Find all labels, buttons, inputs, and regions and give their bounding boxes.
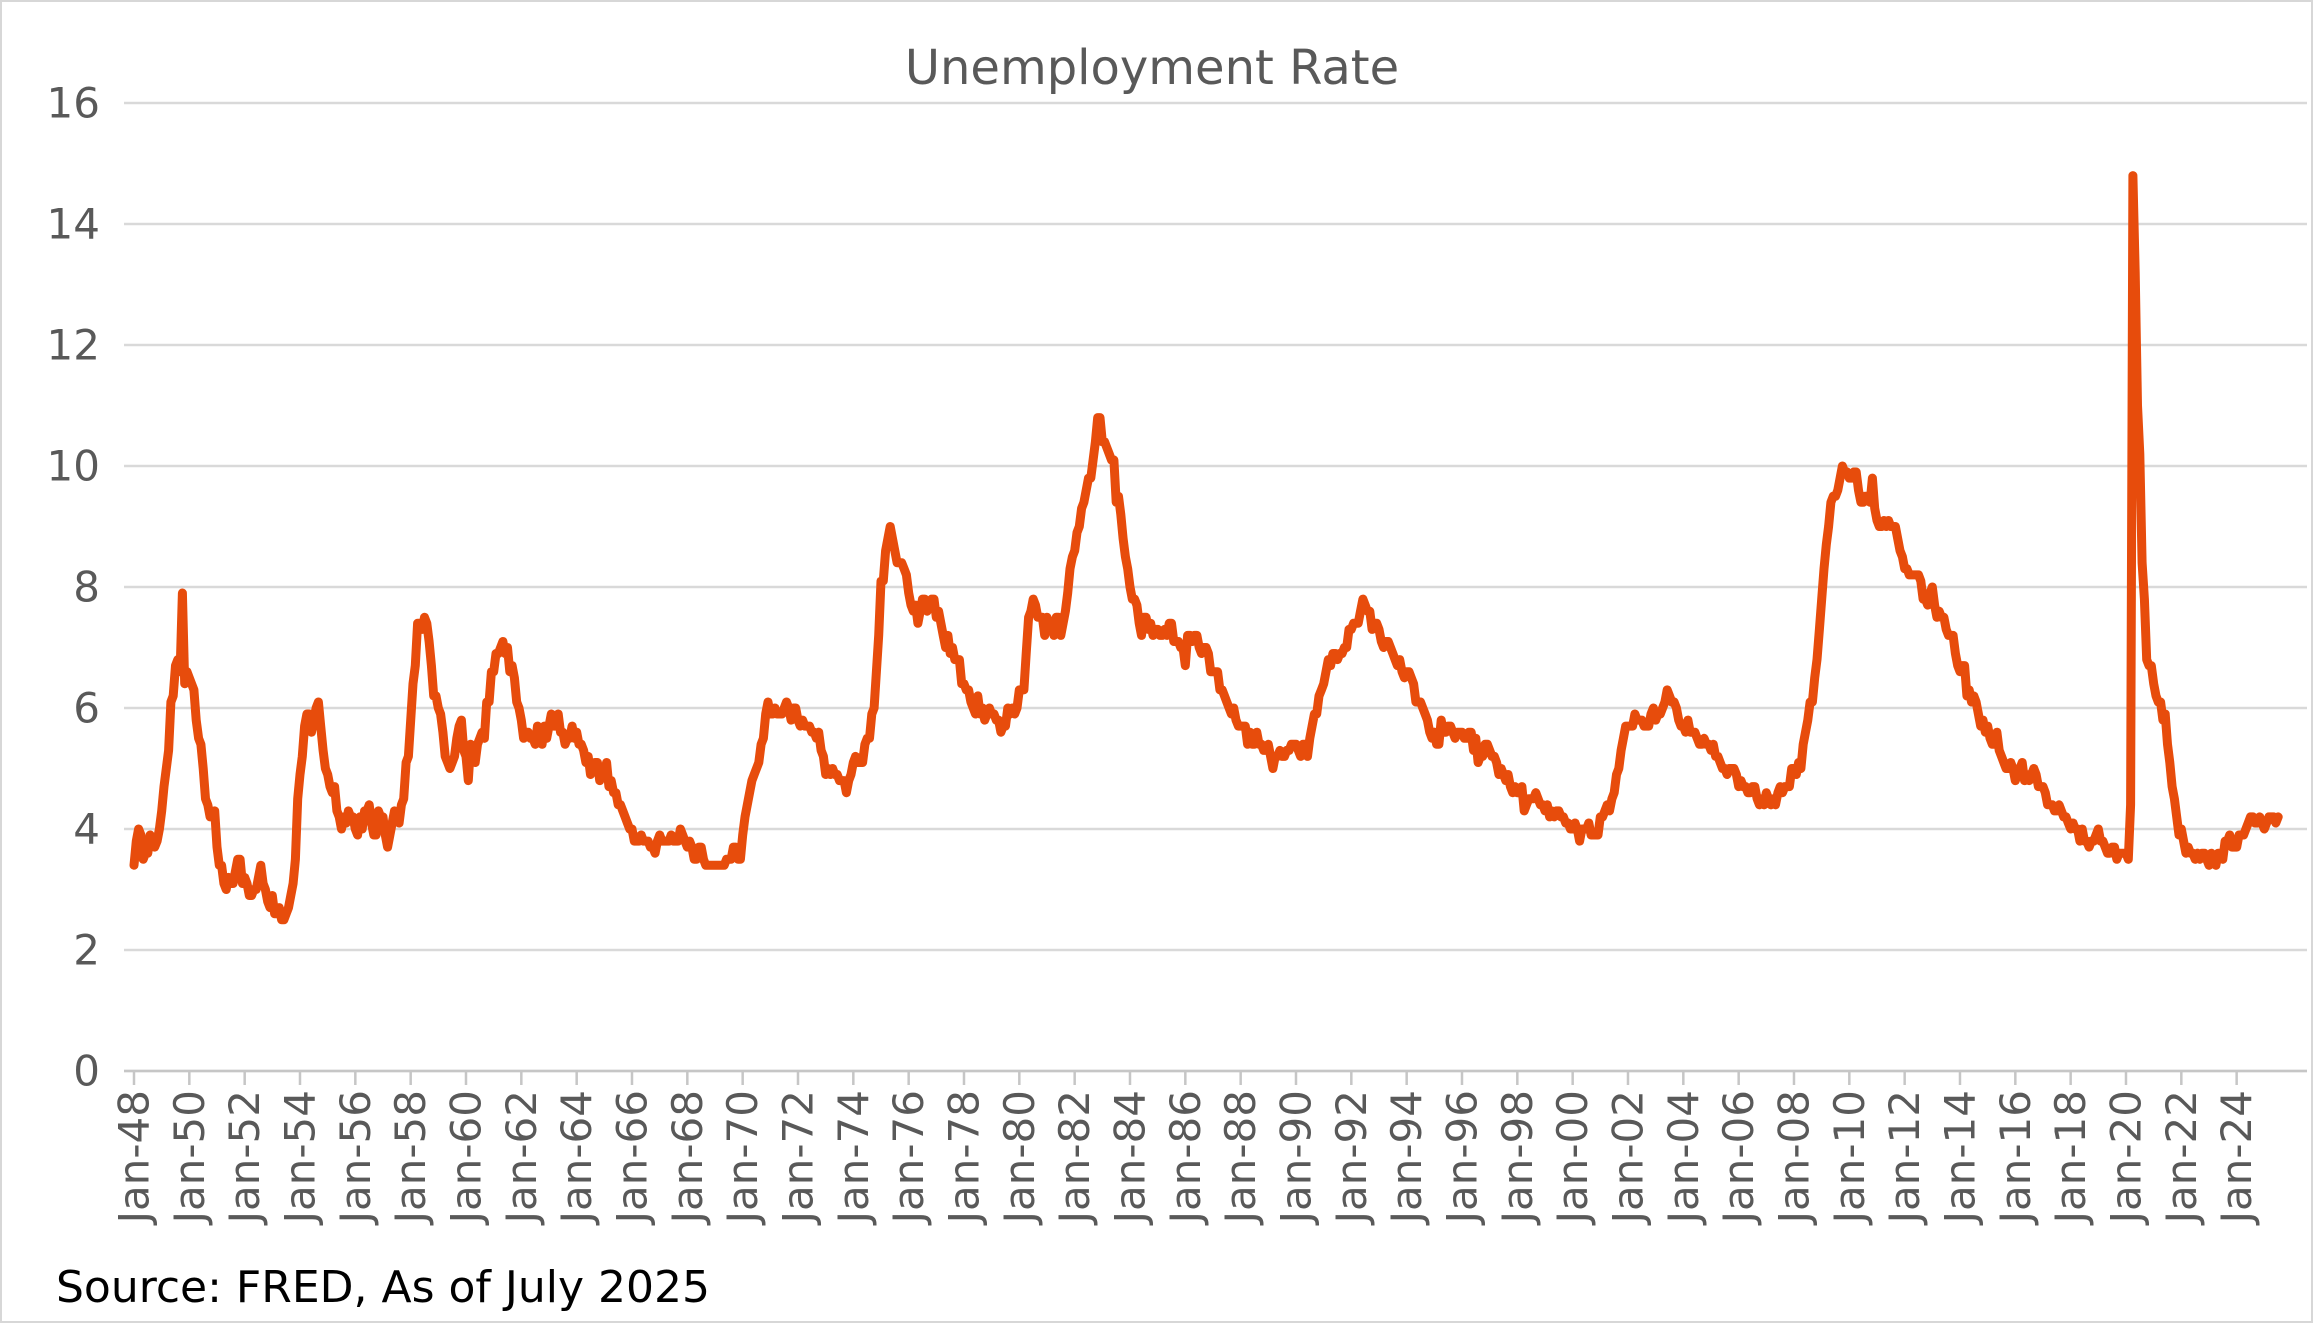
x-tick-label: Jan-08 — [1769, 1090, 1818, 1226]
x-tick-label: Jan-94 — [1382, 1090, 1431, 1226]
x-tick-label: Jan-80 — [995, 1090, 1044, 1226]
x-tick-label: Jan-66 — [607, 1090, 656, 1226]
x-tick-label: Jan-56 — [331, 1090, 380, 1226]
y-tick-label: 4 — [73, 805, 100, 854]
y-tick-label: 10 — [47, 442, 100, 491]
y-tick-label: 8 — [73, 563, 100, 612]
x-tick-label: Jan-18 — [2046, 1090, 2095, 1226]
x-tick-label: Jan-54 — [275, 1090, 324, 1226]
y-tick-label: 14 — [47, 200, 100, 249]
x-tick-label: Jan-62 — [497, 1090, 546, 1226]
x-tick-label: Jan-68 — [663, 1090, 712, 1226]
y-tick-label: 0 — [73, 1047, 100, 1096]
x-tick-label: Jan-82 — [1050, 1090, 1099, 1226]
source-note: Source: FRED, As of July 2025 — [56, 1262, 710, 1313]
x-tick-label: Jan-16 — [1991, 1090, 2040, 1226]
chart-title: Unemployment Rate — [905, 40, 1399, 96]
x-tick-label: Jan-52 — [220, 1090, 269, 1226]
x-tick-label: Jan-04 — [1659, 1090, 1708, 1226]
x-tick-label: Jan-70 — [718, 1090, 767, 1226]
x-axis-labels: Jan-48 Jan-50 Jan-52 Jan-54 Jan-56 Jan-58 Jan-… — [110, 1090, 2262, 1226]
x-tick-label: Jan-48 — [110, 1090, 159, 1226]
x-tick-label: Jan-50 — [165, 1090, 214, 1226]
x-tick-label: Jan-98 — [1493, 1090, 1542, 1226]
x-tick-label: Jan-88 — [1216, 1090, 1265, 1226]
y-tick-label: 16 — [47, 79, 100, 128]
x-tick-label: Jan-90 — [1271, 1090, 1320, 1226]
x-tick-label: Jan-96 — [1437, 1090, 1486, 1226]
x-tick-label: Jan-84 — [1105, 1090, 1154, 1226]
x-tick-label: Jan-20 — [2101, 1090, 2150, 1226]
x-tick-label: Jan-78 — [939, 1090, 988, 1226]
y-tick-label: 12 — [47, 321, 100, 370]
y-axis-labels: 0 2 4 6 8 10 12 14 16 — [47, 79, 100, 1096]
gridlines — [124, 101, 2307, 1073]
x-tick-label: Jan-64 — [552, 1090, 601, 1226]
x-tick-label: Jan-74 — [829, 1090, 878, 1226]
x-tick-label: Jan-24 — [2212, 1090, 2261, 1226]
x-tick-label: Jan-10 — [1825, 1090, 1874, 1226]
x-tick-label: Jan-14 — [1935, 1090, 1984, 1226]
x-tick-label: Jan-06 — [1714, 1090, 1763, 1226]
y-tick-label: 6 — [73, 684, 100, 733]
unemployment-series-line — [129, 171, 2283, 925]
x-tick-label: Jan-02 — [1603, 1090, 1652, 1226]
x-tick-label: Jan-12 — [1880, 1090, 1929, 1226]
x-axis — [124, 1069, 2307, 1085]
x-tick-label: Jan-72 — [773, 1090, 822, 1226]
x-tick-label: Jan-58 — [386, 1090, 435, 1226]
x-tick-label: Jan-60 — [441, 1090, 490, 1226]
x-tick-label: Jan-00 — [1548, 1090, 1597, 1226]
x-tick-label: Jan-86 — [1161, 1090, 1210, 1226]
x-tick-label: Jan-22 — [2157, 1090, 2206, 1226]
x-tick-label: Jan-92 — [1327, 1090, 1376, 1226]
x-tick-label: Jan-76 — [884, 1090, 933, 1226]
y-tick-label: 2 — [73, 926, 100, 975]
